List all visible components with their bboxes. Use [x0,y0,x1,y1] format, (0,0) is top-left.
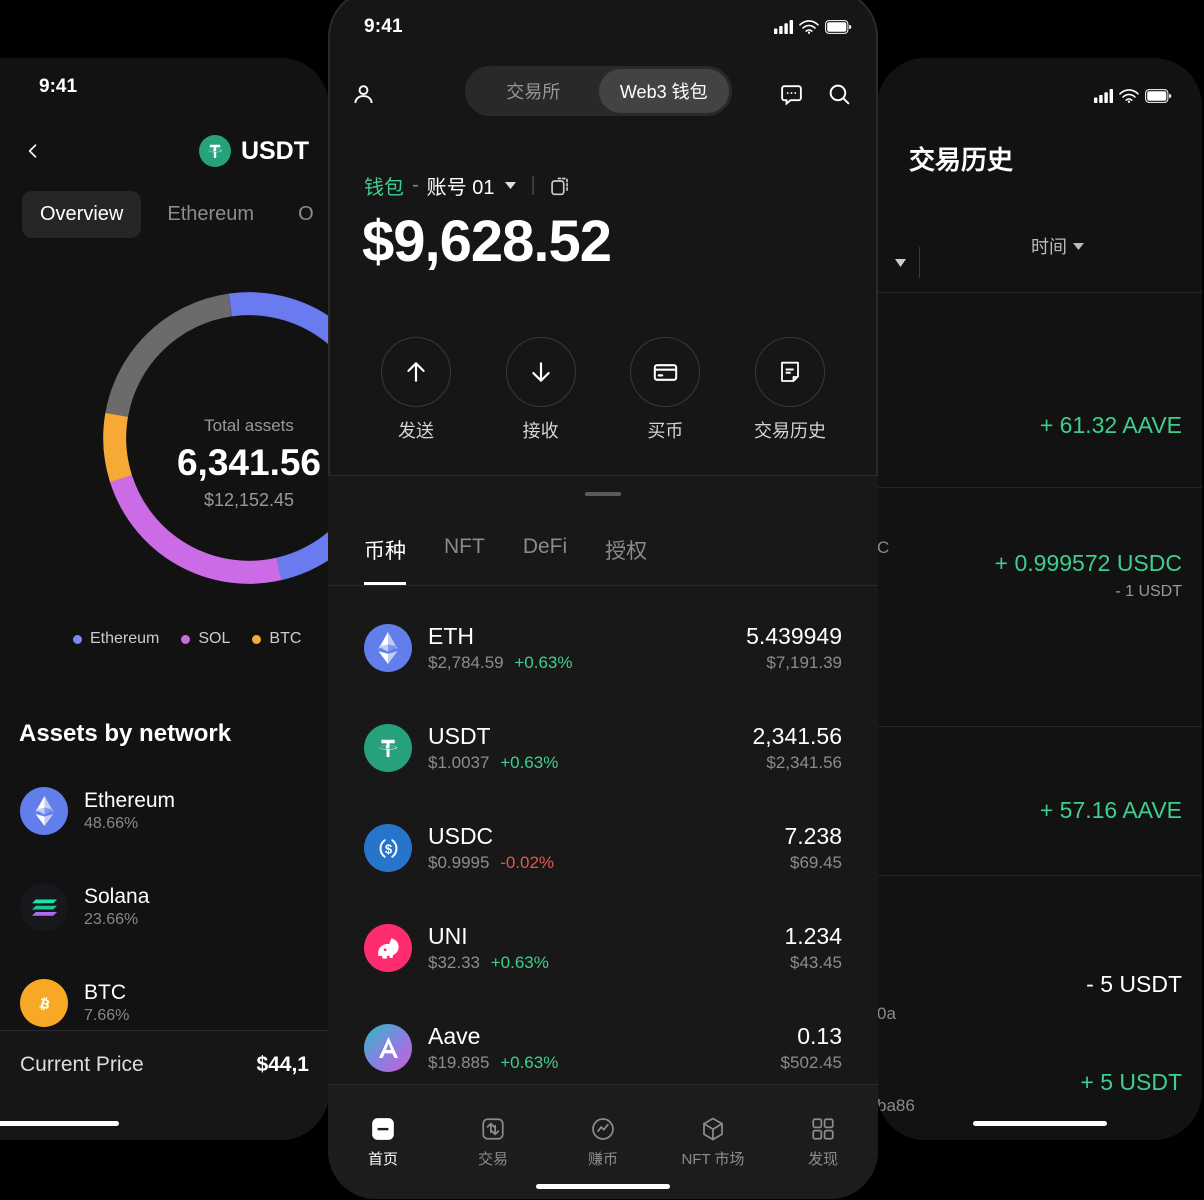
svg-text:$: $ [384,841,392,856]
